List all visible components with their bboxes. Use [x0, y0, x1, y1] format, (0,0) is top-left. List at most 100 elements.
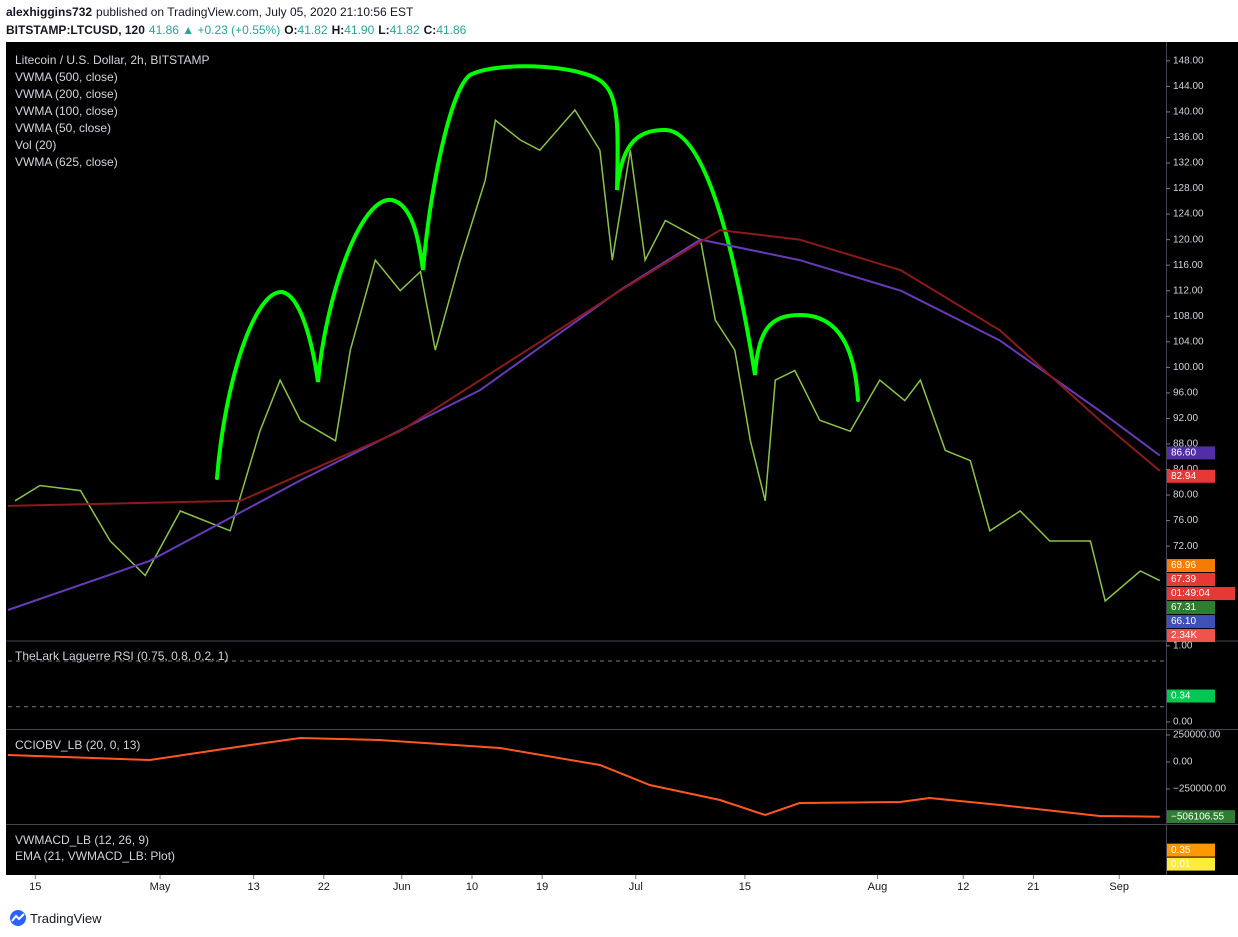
y-tick-label: 1.00 [1173, 640, 1193, 651]
y-tick-label: 112.00 [1173, 285, 1203, 296]
price-tag-box [1167, 857, 1215, 871]
y-tick-label: 140.00 [1173, 107, 1204, 118]
price-tag-box [1167, 689, 1215, 703]
header-line: BITSTAMP:LTCUSD, 120 41.86 ▲ +0.23 (+0.55… [6, 21, 470, 39]
price-tag-label: 82.94 [1171, 471, 1196, 482]
y-tick-label: 132.00 [1173, 158, 1204, 169]
y-tick-label: 148.00 [1173, 55, 1204, 66]
price-tag-label: 0.35 [1171, 845, 1191, 856]
legend-entry: Vol (20) [15, 138, 56, 152]
price-tag: 0.34 [1167, 689, 1215, 703]
y-tick-label: 96.00 [1173, 388, 1198, 399]
brand: TradingView [30, 910, 102, 926]
header-text: published on TradingView.com, July 05, 2… [96, 5, 414, 19]
series-line [14, 108, 1161, 603]
y-tick-label: 120.00 [1173, 234, 1204, 245]
y-tick-label: −250000.00 [1173, 784, 1227, 795]
x-tick-label: Sep [1109, 881, 1129, 893]
x-tick-label: Jun [393, 881, 411, 893]
header-text: BITSTAMP:LTCUSD, 120 [6, 23, 145, 37]
header: alexhiggins732 published on TradingView.c… [6, 3, 470, 39]
price-tag-label: 66.10 [1171, 616, 1196, 627]
legend-entry: VWMA (50, close) [15, 121, 111, 135]
price-tag: 0.01 [1167, 857, 1215, 871]
price-tag: 67.31 [1167, 601, 1215, 615]
series-line [7, 229, 1161, 507]
header-text: 41.82 [389, 23, 420, 37]
y-tick-label: 100.00 [1173, 362, 1204, 373]
x-tick-label: 12 [957, 881, 969, 893]
price-tag-label: 67.31 [1171, 602, 1196, 613]
x-tick-label: 21 [1027, 881, 1039, 893]
price-tag: 82.94 [1167, 469, 1215, 483]
header-line: alexhiggins732 published on TradingView.c… [6, 3, 470, 21]
price-tag-label: 86.60 [1171, 448, 1196, 459]
price-tag: 86.60 [1167, 446, 1215, 460]
price-tag: 67.39 [1167, 573, 1215, 587]
price-tag-box [1167, 810, 1235, 824]
price-tag-box [1167, 587, 1235, 601]
y-tick-label: 116.00 [1173, 260, 1203, 271]
price-tag: 66.10 [1167, 615, 1215, 629]
legend-entry: VWMA (625, close) [15, 155, 118, 169]
y-tick-label: 76.00 [1173, 515, 1198, 526]
price-tag-label: 0.34 [1171, 691, 1191, 702]
x-tick-label: 13 [248, 881, 260, 893]
x-tick-label: 10 [466, 881, 478, 893]
x-tick-label: 15 [29, 881, 41, 893]
pane-subtitle: EMA (21, VWMACD_LB: Plot) [15, 849, 175, 863]
price-tag-label: 67.39 [1171, 574, 1196, 585]
price-tag-box [1167, 629, 1215, 643]
price-tag-label: 68.96 [1171, 560, 1196, 571]
price-tag-label: 0.01 [1171, 859, 1191, 870]
price-tag-box [1167, 559, 1215, 573]
header-text: H: [331, 23, 345, 37]
header-text: alexhiggins732 [6, 5, 93, 19]
header-text: 41.86 [436, 23, 467, 37]
price-tag-box [1167, 446, 1215, 460]
y-tick-label: 0.00 [1173, 717, 1193, 728]
y-tick-label: 0.00 [1173, 757, 1193, 768]
price-tag-box [1167, 601, 1215, 615]
price-tag-box [1167, 573, 1215, 587]
y-tick-label: 104.00 [1173, 336, 1204, 347]
pane-title: CCIOBV_LB (20, 0, 13) [15, 738, 140, 752]
x-tick-label: May [150, 881, 171, 893]
series-line [7, 736, 1160, 818]
y-tick-label: 88.00 [1173, 439, 1198, 450]
x-tick-label: 19 [536, 881, 548, 893]
price-tag: 0.35 [1167, 843, 1215, 857]
time-axis [6, 875, 1238, 897]
header-text: O: [284, 23, 298, 37]
y-tick-label: 144.00 [1173, 81, 1204, 92]
pane-title: VWMACD_LB (12, 26, 9) [15, 833, 149, 847]
price-tag-box [1167, 843, 1215, 857]
y-tick-label: 124.00 [1173, 209, 1204, 220]
price-tag-label: −506106.55 [1171, 811, 1225, 822]
header-text: 41.86 ▲ +0.23 (+0.55%) [148, 23, 281, 37]
legend-entry: VWMA (500, close) [15, 70, 118, 84]
x-tick-label: Aug [868, 881, 888, 893]
y-tick-label: 128.00 [1173, 183, 1204, 194]
header-text: C: [423, 23, 437, 37]
chart-background [6, 42, 1238, 875]
pane-title: TheLark Laguerre RSI (0.75, 0.8, 0.2, 1) [15, 649, 228, 663]
logo [10, 910, 26, 926]
y-tick-label: 80.00 [1173, 490, 1198, 501]
header-text: 41.82 [297, 23, 328, 37]
legend-entry: VWMA (200, close) [15, 87, 118, 101]
price-tag-label: 2.34K [1171, 630, 1197, 641]
x-tick-label: Jul [629, 881, 643, 893]
y-tick-label: 136.00 [1173, 132, 1204, 143]
price-tag-box [1167, 469, 1215, 483]
x-tick-label: 22 [318, 881, 330, 893]
drawing-annotation [215, 64, 860, 480]
y-tick-label: 250000.00 [1173, 730, 1221, 741]
header-text: L: [378, 23, 390, 37]
price-tag: 2.34K [1167, 629, 1215, 643]
legend-entry: Litecoin / U.S. Dollar, 2h, BITSTAMP [15, 53, 210, 67]
header-text: 41.90 [344, 23, 375, 37]
price-tag: 01:49:04 [1167, 587, 1235, 601]
